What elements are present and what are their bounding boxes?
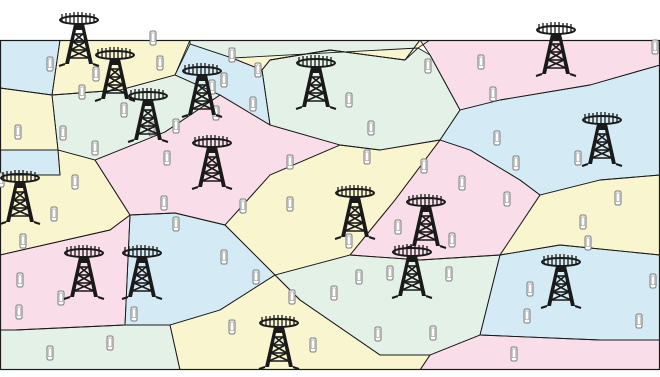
- mobile-phone-icon: [160, 195, 168, 211]
- mobile-phone-icon: [14, 124, 22, 140]
- mobile-phone-icon: [345, 233, 353, 249]
- mobile-phone-icon: [120, 102, 128, 118]
- mobile-phone-icon: [394, 219, 402, 235]
- mobile-phone-icon: [445, 266, 453, 282]
- mobile-phone-icon: [424, 58, 432, 74]
- mobile-phone-icon: [130, 306, 138, 322]
- mobile-phone-icon: [46, 345, 54, 361]
- mobile-phone-icon: [363, 149, 371, 165]
- mobile-phone-icon: [57, 290, 65, 306]
- coverage-cell: [225, 140, 440, 275]
- mobile-phone-icon: [252, 269, 260, 285]
- mobile-phone-icon: [429, 325, 437, 341]
- mobile-phone-icon: [286, 154, 294, 170]
- coverage-cell: [0, 150, 60, 175]
- mobile-phone-icon: [288, 289, 296, 305]
- mobile-phone-icon: [78, 84, 86, 100]
- mobile-phone-icon: [649, 273, 657, 289]
- mobile-phone-icon: [355, 269, 363, 285]
- mobile-phone-icon: [651, 39, 659, 55]
- mobile-phone-icon: [635, 313, 643, 329]
- mobile-phone-icon: [46, 56, 54, 72]
- mobile-phone-icon: [448, 232, 456, 248]
- cell-boundaries: [0, 40, 660, 370]
- mobile-phone-icon: [156, 55, 164, 71]
- mobile-phone-icon: [71, 174, 79, 190]
- mobile-phone-icon: [309, 337, 317, 353]
- mobile-phone-icon: [228, 319, 236, 335]
- coverage-cell: [0, 88, 58, 150]
- mobile-phone-icon: [330, 285, 338, 301]
- mobile-phone-icon: [367, 120, 375, 136]
- coverage-cell: [275, 255, 500, 355]
- mobile-phone-icon: [286, 196, 294, 212]
- cell-boundary: [169, 274, 431, 370]
- mobile-phone-icon: [579, 214, 587, 230]
- mobile-phone-icon: [254, 62, 262, 78]
- mobile-phone-icon: [503, 191, 511, 207]
- mobile-phone-icon: [512, 155, 520, 171]
- mobile-phone-icon: [458, 175, 466, 191]
- mobile-phone-icon: [493, 130, 501, 146]
- coverage-cell: [0, 40, 60, 95]
- mobile-phone-icon: [19, 233, 27, 249]
- mobile-phone-icon: [386, 265, 394, 281]
- mobile-phone-icon: [228, 47, 236, 63]
- mobile-phone-icon: [574, 150, 582, 166]
- mobile-phone-icon: [510, 346, 518, 362]
- mobile-phone-icon: [163, 150, 171, 166]
- mobile-phone-icon: [239, 198, 247, 214]
- mobile-phone-icon: [172, 118, 180, 134]
- coverage-cell: [52, 75, 220, 160]
- coverage-cell: [440, 65, 660, 195]
- coverage-cell: [0, 325, 180, 370]
- mobile-phone-icon: [523, 308, 531, 324]
- mobile-phone-icon: [477, 54, 485, 70]
- coverage-cell: [170, 275, 430, 370]
- coverage-cell: [125, 213, 275, 325]
- mobile-phone-icon: [345, 92, 353, 108]
- mobile-phone-icon: [220, 72, 228, 88]
- mobile-phone-icon: [172, 216, 180, 232]
- coverage-cell: [232, 40, 430, 70]
- mobile-phone-icon: [489, 86, 497, 102]
- mobile-phone-icon: [59, 125, 67, 141]
- mobile-phone-icon: [106, 335, 114, 351]
- mobile-phone-icon: [374, 326, 382, 342]
- mobile-phone-icon: [92, 66, 100, 82]
- coverage-cell: [0, 215, 130, 330]
- cell-boundary: [419, 334, 660, 370]
- coverage-cell: [0, 150, 130, 255]
- coverage-cell: [420, 335, 660, 370]
- mobile-phone-icon: [15, 304, 23, 320]
- mobile-phone-icon: [220, 249, 228, 265]
- mobile-phone-icon: [50, 206, 58, 222]
- mobile-phone-icon: [526, 281, 534, 297]
- mobile-phone-icon: [16, 272, 24, 288]
- mobile-phone-icon: [584, 235, 592, 251]
- mobile-phone-icon: [249, 96, 257, 112]
- mobile-phone-icon: [614, 190, 622, 206]
- mobile-phone-icon: [420, 158, 428, 174]
- mobile-phone-icon: [91, 140, 99, 156]
- mobile-phone-icon: [149, 30, 157, 46]
